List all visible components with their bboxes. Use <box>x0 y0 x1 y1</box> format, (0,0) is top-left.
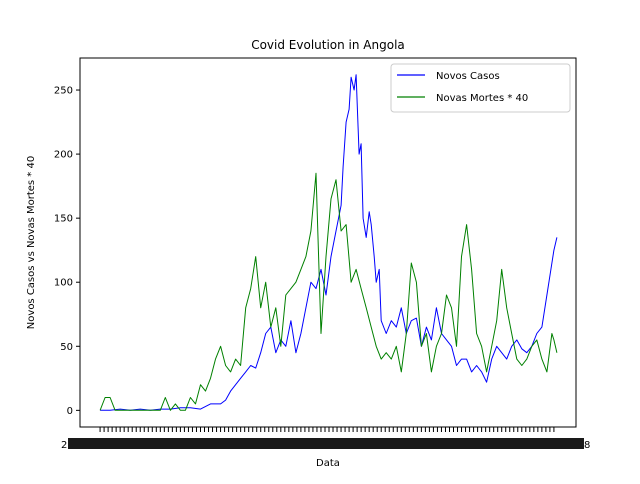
plot-area <box>99 74 558 411</box>
legend-box <box>390 63 571 113</box>
legend: Novos Casos Novas Mortes * 40 <box>390 63 571 113</box>
y-tick-label: 250 <box>54 86 73 97</box>
x-tick-right-fragment: 8 <box>584 440 590 451</box>
x-tick-left-fragment: 2 <box>61 440 67 451</box>
series-line-novas-mortes <box>99 172 558 411</box>
y-tick-label: 0 <box>67 406 73 417</box>
y-tick-label: 200 <box>54 150 73 161</box>
chart-title: Covid Evolution in Angola <box>251 38 405 52</box>
y-axis-label: Novos Casos vs Novas Mortes * 40 <box>26 156 37 329</box>
series-line-novos-casos <box>100 74 558 411</box>
legend-label-novos-casos: Novos Casos <box>436 71 500 82</box>
axes-frame <box>79 57 577 428</box>
y-tick-label: 100 <box>54 278 73 289</box>
y-tick-label: 150 <box>54 214 73 225</box>
y-tick-label: 50 <box>60 342 73 353</box>
legend-label-novas-mortes: Novas Mortes * 40 <box>436 93 528 104</box>
x-axis-ticks <box>68 427 584 449</box>
x-axis-label: Data <box>316 458 340 469</box>
x-tick-labels-overlap <box>68 438 584 449</box>
y-axis-ticks: 0 50 100 150 200 250 <box>54 86 80 417</box>
